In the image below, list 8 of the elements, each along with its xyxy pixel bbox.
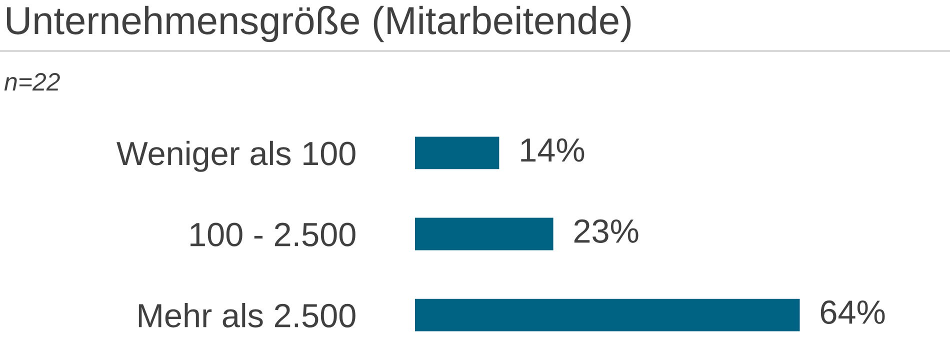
data-label: 64% [820,300,885,324]
y-tick-label: Weniger als 100 [116,140,356,172]
y-tick-label: Mehr als 2.500 [138,302,356,328]
y-tick-label: 100 - 2.500 [190,222,356,246]
data-label: 14% [521,138,584,162]
chart-title: Unternehmensgröße (Mitarbeitende) [7,6,631,42]
text: n=22 [4,73,60,90]
data-label: 23% [574,219,638,243]
